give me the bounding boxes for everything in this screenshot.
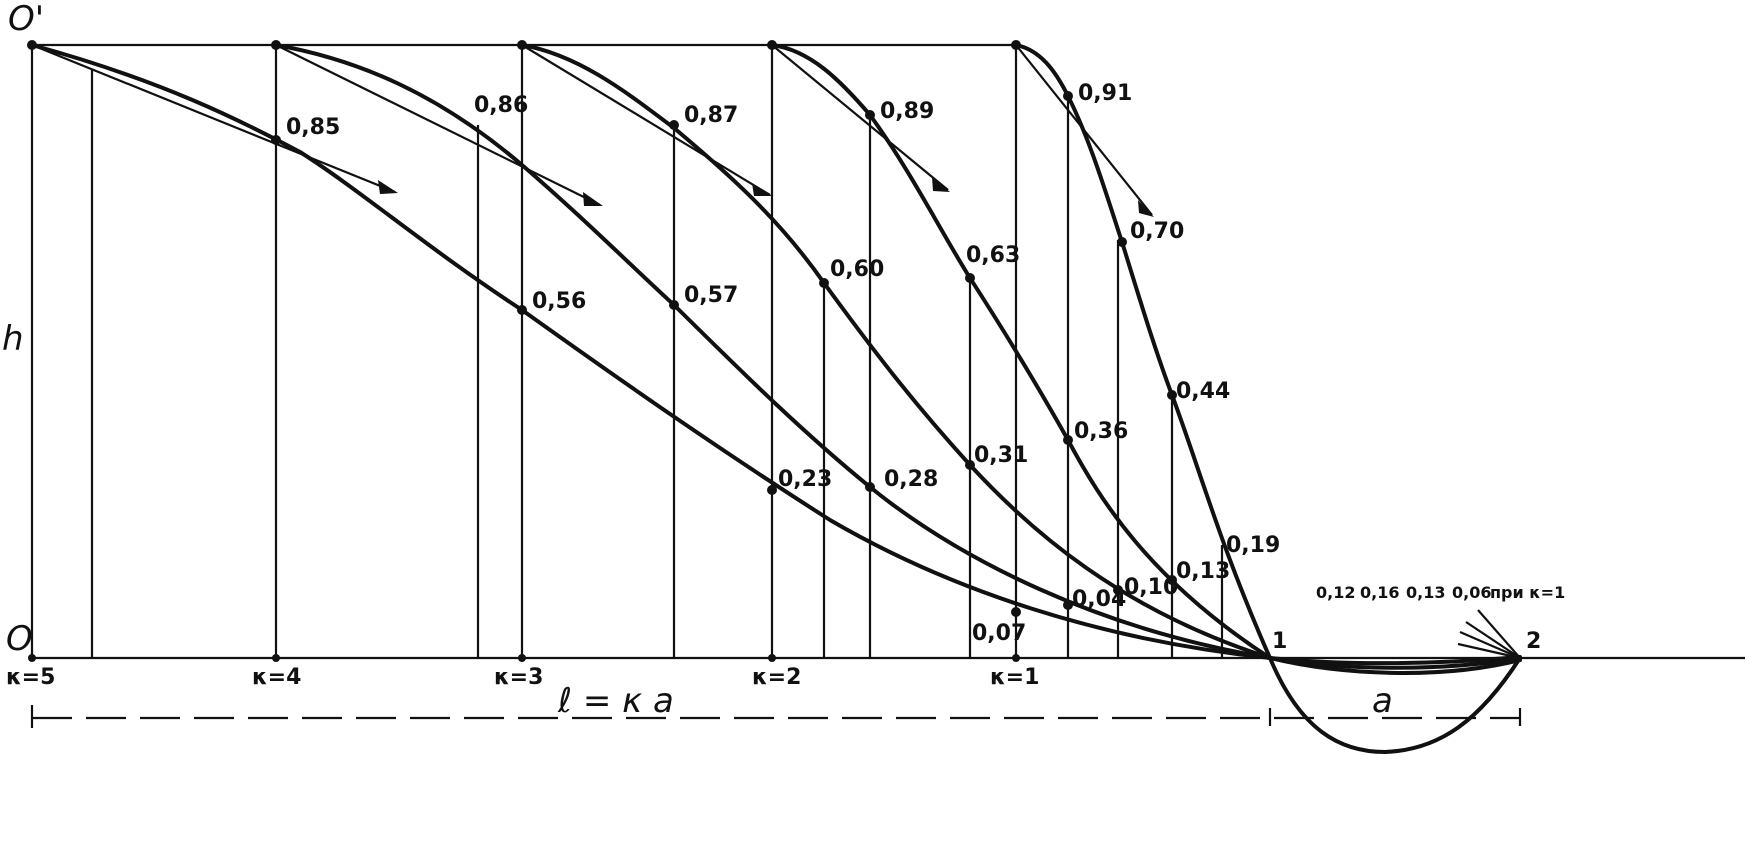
node-dot	[517, 305, 527, 315]
arrival-ray	[1457, 642, 1521, 660]
point-label: 0,07	[972, 621, 1026, 646]
node-dot	[1063, 435, 1073, 445]
point-label: 0,70	[1130, 219, 1184, 244]
arrow-head	[932, 177, 950, 192]
node-dot	[1011, 40, 1021, 50]
node-dot	[517, 40, 527, 50]
right-label: 0,16	[1360, 583, 1399, 602]
trajectory-curve-k2	[770, 43, 1272, 660]
point-label: 0,23	[778, 467, 832, 492]
node-dot	[865, 110, 875, 120]
k-marker: κ=3	[494, 665, 543, 690]
tangent-line-k4	[275, 44, 601, 206]
point-label: 0,57	[684, 283, 738, 308]
point-label: 0,91	[1078, 81, 1132, 106]
point-label: 0,85	[286, 115, 340, 140]
point-label: 0,89	[880, 99, 934, 124]
point-label: 0,86	[474, 93, 528, 118]
node-dot	[669, 300, 679, 310]
ground-dot	[518, 654, 526, 662]
ground-dot	[1012, 654, 1020, 662]
ground-dot	[272, 654, 280, 662]
curve-right-3	[1268, 655, 1522, 666]
trajectory-curve-k4	[274, 43, 1272, 660]
point-label: 0,13	[1176, 559, 1230, 584]
vertical-axis-label: h	[2, 319, 24, 359]
tangent-line-k5	[31, 43, 396, 194]
right-label: при κ=1	[1490, 583, 1565, 602]
trajectory-curve-k1	[1014, 43, 1272, 660]
node-label-1: 1	[1272, 629, 1287, 654]
k-marker: κ=4	[252, 665, 301, 690]
trajectory-curve-k5	[30, 43, 1272, 660]
right-label: 0,06	[1452, 583, 1491, 602]
right-label: 0,12	[1316, 583, 1355, 602]
point-label: 0,19	[1226, 533, 1280, 558]
trajectory-curve-k3	[520, 43, 1272, 660]
arrow-head	[378, 180, 398, 194]
arrival-ray	[1477, 609, 1521, 659]
node-dot	[865, 482, 875, 492]
k-marker: κ=2	[752, 665, 801, 690]
point-label: 0,31	[974, 443, 1028, 468]
node-dot	[669, 120, 679, 130]
node-dot	[271, 40, 281, 50]
point-label: 0,63	[966, 243, 1020, 268]
point-label: 0,56	[532, 289, 586, 314]
top-origin-label: O'	[8, 0, 44, 39]
node-dot	[767, 40, 777, 50]
right-label: 0,13	[1406, 583, 1445, 602]
node-dot	[1117, 237, 1127, 247]
point-label: 0,44	[1176, 379, 1230, 404]
tangent-line-k3	[521, 44, 771, 196]
ground-dot	[768, 654, 776, 662]
node-dot	[767, 485, 777, 495]
node-dot	[27, 40, 37, 50]
arrow-head	[1138, 200, 1154, 217]
node-dot	[1063, 91, 1073, 101]
ground-dot	[28, 654, 36, 662]
tangent-line-k2	[771, 44, 949, 191]
arrow-head	[583, 192, 603, 206]
point-label: 0,28	[884, 467, 938, 492]
node-dot	[965, 273, 975, 283]
node-dot	[819, 278, 829, 288]
span-right-label: a	[1372, 681, 1393, 721]
origin-label: O	[6, 619, 33, 659]
point-label: 0,04	[1072, 587, 1126, 612]
point-label: 0,10	[1124, 575, 1178, 600]
arrival-ray	[1465, 621, 1521, 659]
node-dot	[965, 460, 975, 470]
node-dot	[1063, 600, 1073, 610]
k-marker: κ=5	[6, 665, 55, 690]
span-label: ℓ = κ a	[557, 681, 674, 721]
arrow-head	[752, 183, 772, 196]
node-dot	[1011, 607, 1021, 617]
point-label: 0,60	[830, 257, 884, 282]
node-dot	[1113, 585, 1123, 595]
node-dot	[271, 135, 281, 145]
point-label: 0,36	[1074, 419, 1128, 444]
curve-below-ground	[1268, 656, 1522, 755]
point-label: 0,87	[684, 103, 738, 128]
node-dot	[1167, 390, 1177, 400]
k-marker: κ=1	[990, 665, 1039, 690]
node-label-2: 2	[1526, 629, 1541, 654]
node-dot	[1167, 575, 1177, 585]
arrival-ray	[1459, 630, 1521, 660]
